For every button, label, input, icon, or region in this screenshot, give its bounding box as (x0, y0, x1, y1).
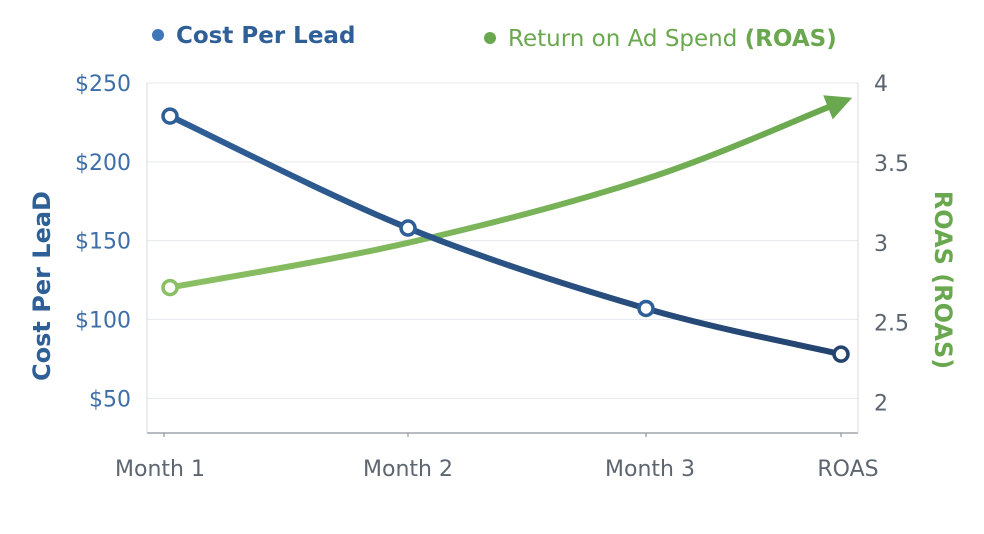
y-right-tick-labels: 4 3.5 3 2.5 2 (874, 72, 909, 417)
cost-per-lead-point (161, 107, 179, 125)
legend-label-roas: Return on Ad Spend (ROAS) (508, 26, 837, 52)
x-tick-labels: Month 1 Month 2 Month 3 ROAS (115, 433, 879, 482)
legend-marker-roas (484, 32, 496, 44)
cost-per-lead-line (167, 113, 844, 358)
series-cost-per-lead (161, 107, 850, 363)
y-left-tick-label: $200 (75, 151, 131, 176)
x-tick-label: Month 3 (605, 457, 695, 482)
y-right-tick-label: 3.5 (874, 152, 909, 177)
roas-point (161, 278, 179, 297)
y-right-axis-title: ROAS (ROAS) (929, 191, 957, 370)
y-right-tick-label: 3 (874, 232, 888, 257)
cost-per-lead-point (637, 299, 655, 318)
series-roas (161, 95, 853, 297)
cost-per-lead-point (832, 345, 850, 363)
x-tick-label: ROAS (817, 457, 878, 482)
legend-label-cost-per-lead: Cost Per Lead (176, 23, 355, 49)
roas-line (167, 103, 834, 291)
cost-per-lead-point (399, 219, 417, 237)
roas-arrowhead (823, 95, 853, 120)
gridlines (147, 82, 858, 399)
y-left-axis-title: Cost Per LeaD (28, 191, 56, 381)
y-left-tick-label: $100 (75, 308, 131, 333)
legend: Cost Per Lead Return on Ad Spend (ROAS) (152, 23, 837, 52)
x-tick-label: Month 2 (363, 457, 453, 482)
y-left-tick-label: $50 (89, 387, 131, 412)
legend-marker-cost-per-lead (152, 29, 164, 41)
y-left-tick-labels: $250 $200 $150 $100 $50 (75, 72, 131, 412)
y-right-tick-label: 2.5 (874, 312, 909, 337)
y-left-tick-label: $150 (75, 230, 131, 255)
y-right-tick-label: 4 (874, 72, 888, 97)
y-right-tick-label: 2 (874, 392, 888, 417)
x-tick-label: Month 1 (115, 457, 205, 482)
y-left-tick-label: $250 (75, 72, 131, 97)
